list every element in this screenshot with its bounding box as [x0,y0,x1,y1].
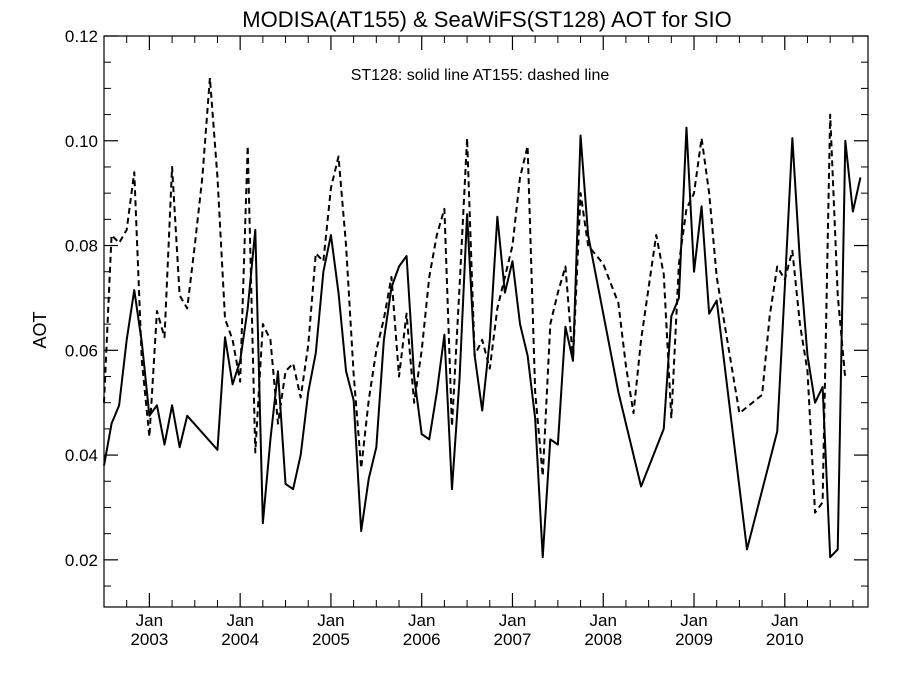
x-tick-year-label: 2005 [312,630,350,649]
x-tick-month-label: Jan [499,611,526,630]
x-tick-year-label: 2010 [766,630,804,649]
x-tick-month-label: Jan [680,611,707,630]
x-tick-month-label: Jan [771,611,798,630]
x-tick-year-label: 2006 [403,630,441,649]
legend-annotation: ST128: solid line AT155: dashed line [351,67,610,84]
x-tick-month-label: Jan [408,611,435,630]
x-tick-year-label: 2008 [584,630,622,649]
y-tick-label: 0.02 [65,551,98,570]
x-tick-month-label: Jan [590,611,617,630]
x-tick-year-label: 2004 [221,630,259,649]
series-line-at155 [103,76,847,514]
x-tick-month-label: Jan [226,611,253,630]
plot-frame [103,35,869,608]
y-tick-label: 0.06 [65,341,98,360]
series-layer [103,76,862,559]
y-tick-label: 0.10 [65,132,98,151]
y-tick-label: 0.12 [65,27,98,46]
x-tick-year-label: 2003 [130,630,168,649]
x-tick-month-label: Jan [317,611,344,630]
y-tick-label: 0.08 [65,237,98,256]
x-tick-year-label: 2009 [675,630,713,649]
series-line-st128 [103,126,862,559]
x-tick-year-label: 2007 [494,630,532,649]
x-tick-month-label: Jan [136,611,163,630]
axes-group: 0.020.040.060.080.100.12Jan2003Jan2004Ja… [65,27,868,649]
y-tick-label: 0.04 [65,446,98,465]
chart-title: MODISA(AT155) & SeaWiFS(ST128) AOT for S… [242,7,731,32]
y-axis-label: AOT [30,311,50,348]
